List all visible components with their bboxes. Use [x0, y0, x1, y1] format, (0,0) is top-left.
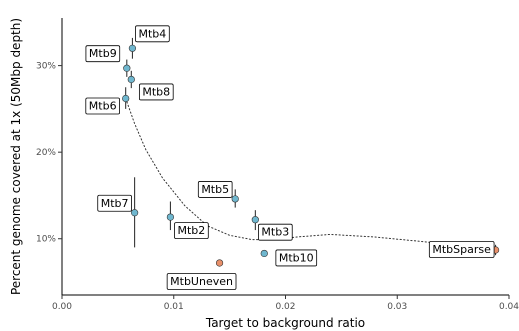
- data-point: [122, 94, 130, 103]
- point-label-box: [97, 194, 132, 212]
- data-point: [131, 209, 139, 217]
- point-label-box: [174, 222, 209, 239]
- point-label-text: Mtb5: [201, 183, 229, 196]
- y-axis-label: Percent genome covered at 1x (50Mbp dept…: [9, 18, 23, 295]
- point-label-text: Mtb6: [89, 100, 117, 113]
- point-label: Mtb9: [85, 45, 121, 63]
- points-layer: [122, 37, 500, 267]
- labels-layer: Mtb4 Mtb9 Mtb8 Mtb6 Mtb7 Mtb2 Mtb5 Mtb3 Mtb10 Mtb…: [85, 25, 495, 290]
- point-label: MtbUneven: [166, 273, 237, 290]
- y-tick-label: 20%: [36, 148, 56, 158]
- point-label: Mtb2: [174, 222, 209, 239]
- x-tick-label: 0.00: [52, 302, 72, 312]
- point-label-box: [85, 45, 121, 63]
- point-label: Mtb4: [135, 25, 170, 43]
- point-label-text: Mtb7: [101, 197, 129, 210]
- point-label-text: Mtb10: [279, 251, 314, 264]
- point-label-box: [135, 25, 170, 43]
- point-label-text: Mtb3: [261, 226, 289, 239]
- point-label: Mtb7: [97, 194, 132, 212]
- data-point: [128, 44, 137, 52]
- trend-line: [125, 98, 497, 251]
- point-label-text: MtbSparse: [432, 243, 491, 256]
- point-label-text: Mtb4: [139, 27, 167, 40]
- point-label-box: [138, 83, 174, 101]
- point-label: Mtb8: [138, 83, 174, 101]
- data-point: [127, 75, 135, 84]
- x-tick-label: 0.01: [164, 302, 184, 312]
- data-point: [123, 64, 131, 72]
- point-label: Mtb6: [85, 97, 120, 115]
- point-label-text: MtbUneven: [170, 275, 233, 288]
- point-label-box: [166, 273, 237, 290]
- point-label-text: Mtb9: [89, 47, 117, 60]
- point-label-box: [197, 181, 233, 198]
- point-label: Mtb3: [258, 223, 293, 241]
- x-tick-label: 0.02: [275, 302, 295, 312]
- x-tick-label: 0.04: [499, 302, 519, 312]
- point-label-box: [275, 249, 318, 267]
- point-label: Mtb5: [197, 181, 233, 198]
- point-label-text: Mtb8: [142, 85, 170, 98]
- point-label: Mtb10: [275, 249, 318, 267]
- data-point: [166, 213, 174, 221]
- data-point: [251, 216, 259, 224]
- point-label-box: [85, 97, 120, 115]
- data-point: [231, 195, 239, 203]
- point-label: MtbSparse: [428, 241, 495, 258]
- axes: 0.00 0.01 0.02 0.03 0.04 10% 20% 30%: [36, 18, 519, 312]
- x-axis-label: Target to background ratio: [205, 316, 365, 330]
- x-tick-label: 0.03: [387, 302, 407, 312]
- y-tick-label: 30%: [36, 62, 56, 72]
- trend-layer: [125, 98, 497, 251]
- point-label-box: [428, 241, 495, 258]
- y-tick-label: 10%: [36, 235, 56, 245]
- point-label-text: Mtb2: [177, 224, 205, 237]
- point-label-box: [258, 223, 293, 241]
- data-point: [260, 249, 268, 258]
- data-point: [215, 259, 224, 267]
